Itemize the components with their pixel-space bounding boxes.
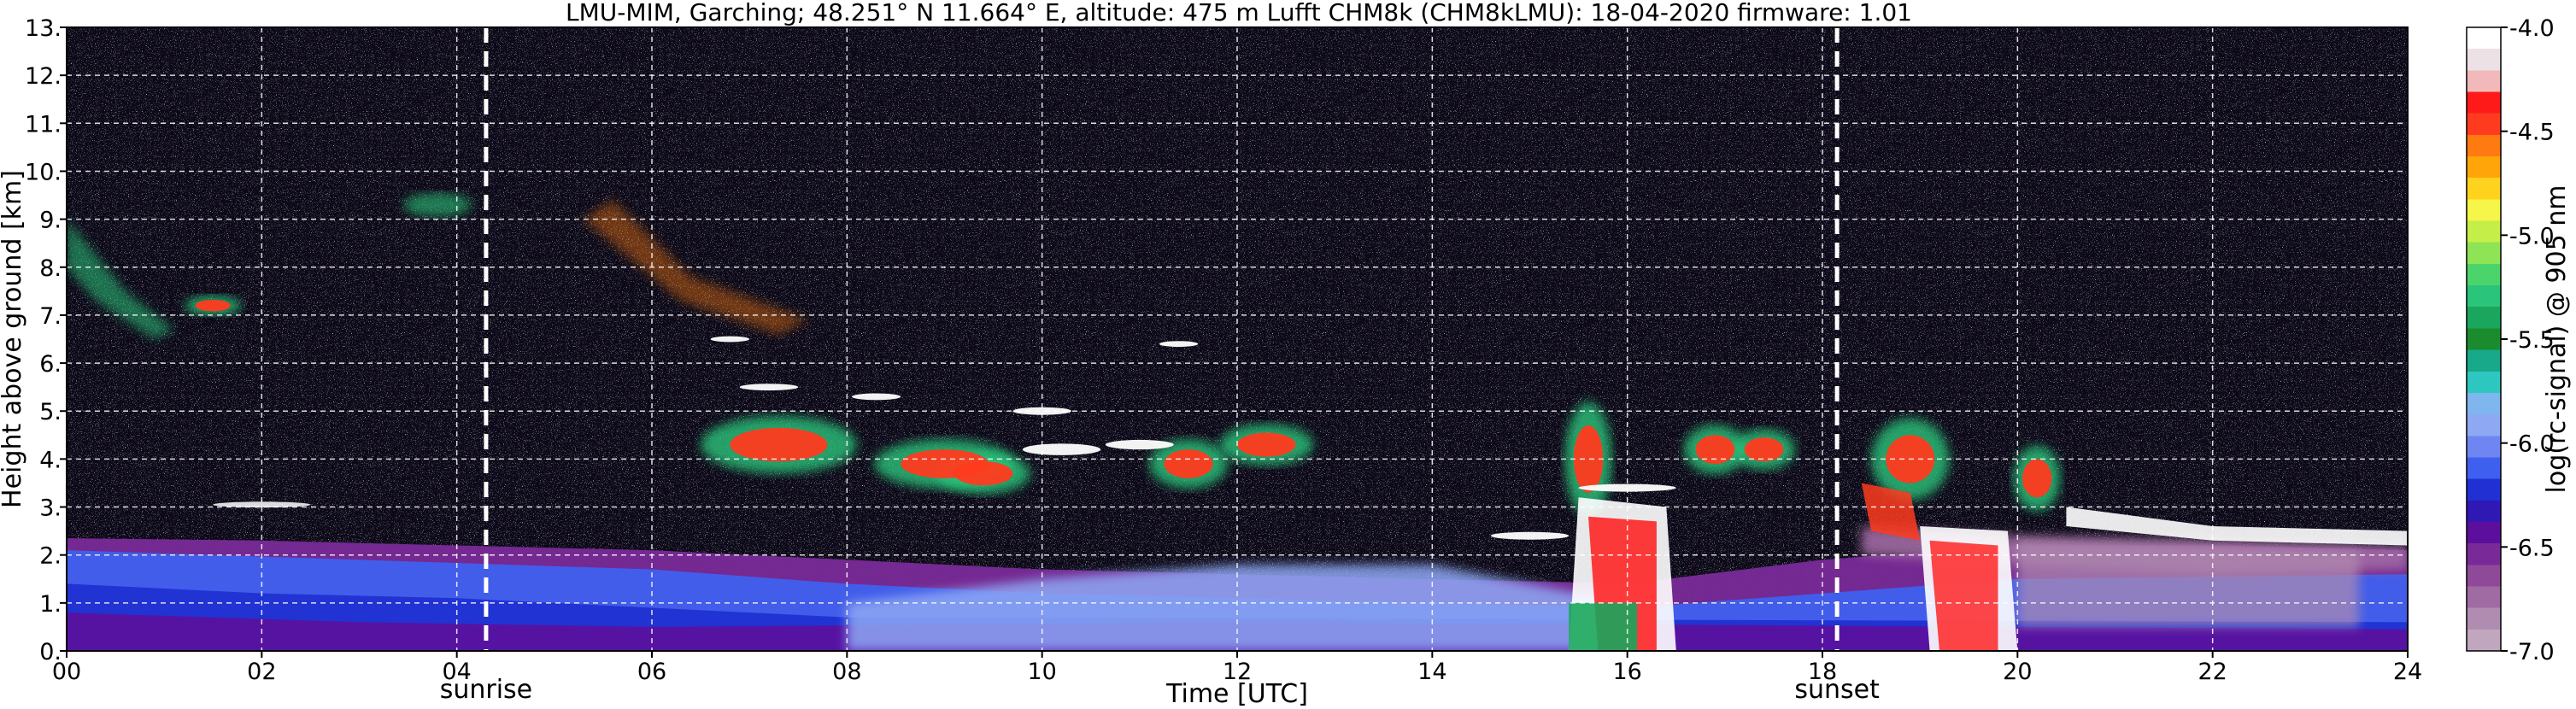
- chart-title: LMU-MIM, Garching; 48.251° N 11.664° E, …: [566, 0, 1912, 26]
- event-labels: sunrise sunset: [440, 675, 1880, 705]
- colorbar-tick-label: -5.5: [2509, 327, 2555, 354]
- x-axis-label: Time [UTC]: [1165, 679, 1308, 706]
- y-tick-label: 6.: [39, 351, 62, 378]
- thin-cloud: [1159, 341, 1199, 347]
- x-tick-label: 18: [1808, 659, 1837, 685]
- evening-layer: [2017, 540, 2359, 627]
- y-tick-label: 2.: [39, 543, 62, 570]
- x-tick-label: 24: [2393, 659, 2422, 685]
- y-axis-ticks: 0. 1. 2. 3. 4. 5. 6. 7. 8. 9. 10. 11. 12. 13.: [25, 15, 67, 665]
- x-tick-label: 20: [2003, 659, 2032, 685]
- y-tick-label: 11.: [25, 111, 62, 138]
- x-tick-label: 08: [832, 659, 861, 685]
- y-tick-label: 3.: [39, 495, 62, 522]
- thin-cloud: [710, 336, 750, 343]
- cirrus: [402, 192, 472, 217]
- x-tick-label: 06: [637, 659, 666, 685]
- cloud-core: [1861, 483, 1921, 541]
- cloud-core: [1237, 432, 1296, 457]
- cloud-core: [1573, 425, 1604, 493]
- cloud-core: [954, 461, 1013, 486]
- x-tick-label: 14: [1417, 659, 1446, 685]
- x-axis-ticks: 00 02 04 06 08 10 12 14 16 18 20 22 24: [52, 651, 2422, 685]
- cloud-core: [730, 427, 828, 462]
- event-label-sunrise: sunrise: [440, 675, 532, 705]
- cloud-base: [2066, 507, 2408, 546]
- thin-cloud: [739, 384, 799, 391]
- cirrus: [584, 200, 808, 335]
- colorbar-tick-label: -7.0: [2509, 639, 2555, 665]
- precipitation-core: [1929, 540, 1998, 651]
- y-tick-label: 0.: [39, 639, 62, 665]
- colorbar-tick-label: -6.0: [2509, 431, 2555, 458]
- event-label-sunset: sunset: [1794, 675, 1880, 705]
- y-tick-label: 1.: [39, 591, 62, 618]
- thin-cloud: [852, 393, 901, 401]
- x-tick-label: 22: [2198, 659, 2227, 685]
- cloud-core: [1744, 437, 1784, 462]
- x-tick-label: 10: [1027, 659, 1056, 685]
- x-tick-label: 04: [442, 659, 471, 685]
- y-tick-label: 13.: [25, 15, 62, 42]
- y-axis-label: Height above ground [km]: [0, 170, 27, 508]
- colorbar-ticks: -4.0 -4.5 -5.0 -5.5 -6.0 -6.5 -7.0: [2501, 15, 2555, 665]
- y-tick-label: 9.: [39, 208, 62, 234]
- x-tick-label: 02: [247, 659, 276, 685]
- thin-cloud: [213, 501, 311, 508]
- y-tick-label: 8.: [39, 255, 62, 282]
- thin-cloud: [1022, 443, 1101, 455]
- x-tick-label: 12: [1223, 659, 1252, 685]
- colorbar-tick-label: -5.0: [2509, 223, 2555, 249]
- colorbar-tick-label: -4.0: [2509, 15, 2555, 42]
- colorbar-tick-label: -6.5: [2509, 535, 2555, 561]
- cloud-core: [2022, 459, 2052, 498]
- gridlines: [67, 27, 2408, 651]
- thin-cloud: [1490, 531, 1570, 540]
- plot-area: [67, 27, 2408, 651]
- precipitation-surface: [1569, 602, 1638, 651]
- y-tick-label: 10.: [25, 159, 62, 185]
- cloud-core: [1164, 449, 1213, 478]
- colorbar-tick-label: -4.5: [2509, 120, 2555, 146]
- colorbar: -4.0 -4.5 -5.0 -5.5 -6.0 -6.5 -7.0 log(rc-sign…: [2466, 15, 2572, 665]
- y-tick-label: 7.: [39, 303, 62, 330]
- cirrus: [67, 219, 174, 339]
- cloud-core: [195, 299, 231, 312]
- event-lines: [484, 27, 1840, 651]
- thin-cloud: [1012, 407, 1071, 415]
- y-tick-label: 12.: [25, 63, 62, 90]
- colorbar-scale: [2466, 26, 2502, 652]
- y-tick-label: 4.: [39, 447, 62, 473]
- x-tick-label: 16: [1612, 659, 1641, 685]
- x-tick-label: 00: [52, 659, 81, 685]
- y-tick-label: 5.: [39, 399, 62, 425]
- colorbar-label: log(rc-signal) @ 905 nm: [2542, 185, 2572, 494]
- cloud-core: [1695, 435, 1735, 464]
- thin-cloud: [1105, 439, 1174, 450]
